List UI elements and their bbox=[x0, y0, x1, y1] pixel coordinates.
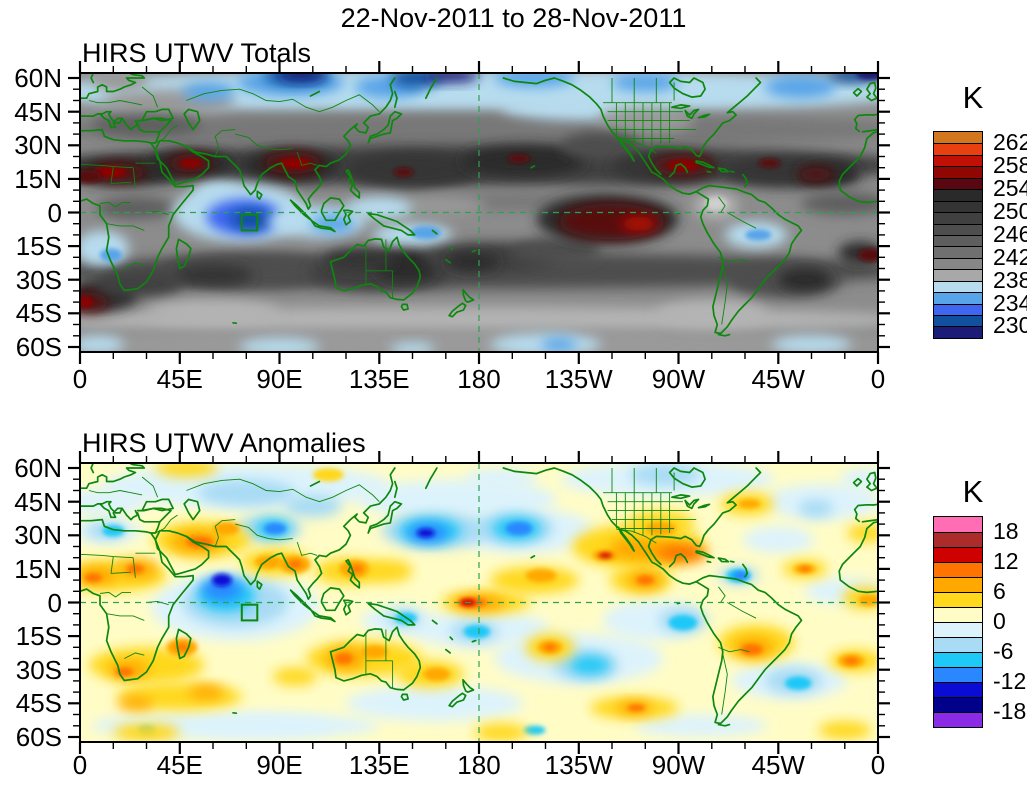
colorbar-tick-label: 238 bbox=[993, 266, 1027, 293]
colorbar-segment bbox=[934, 234, 982, 247]
colorbar-segment bbox=[934, 189, 982, 201]
colorbar-segment bbox=[934, 577, 982, 592]
lat-tick-label: 0 bbox=[47, 197, 62, 228]
colorbar-segment bbox=[934, 517, 982, 532]
lat-tick-label: 15N bbox=[14, 553, 62, 584]
colorbar-tick-label: 258 bbox=[993, 152, 1027, 179]
lon-tick-label: 135E bbox=[348, 750, 410, 780]
colorbar-tick-label: 230 bbox=[993, 312, 1027, 339]
lon-tick-label: 45W bbox=[751, 364, 805, 394]
lon-tick-label: 180 bbox=[457, 364, 501, 394]
colorbar-segment bbox=[934, 200, 982, 213]
lon-tick-label: 135W bbox=[544, 364, 613, 394]
colorbar-segment bbox=[934, 257, 982, 270]
colorbar-segment bbox=[934, 132, 982, 144]
lat-tick-label: 45S bbox=[15, 298, 62, 329]
lat-tick-label: 30N bbox=[14, 130, 62, 161]
colorbar-segment bbox=[934, 532, 982, 547]
anomalies-colorbar-scale bbox=[933, 516, 983, 728]
colorbar-segment bbox=[934, 212, 982, 224]
colorbar-segment bbox=[934, 154, 982, 167]
colorbar-segment bbox=[934, 547, 982, 562]
lat-tick-label: 60S bbox=[15, 331, 62, 362]
lat-tick-label: 60N bbox=[14, 453, 62, 484]
colorbar-segment bbox=[934, 143, 982, 155]
lat-tick-label: 45N bbox=[14, 96, 62, 127]
colorbar-tick-label: 234 bbox=[993, 289, 1027, 316]
lon-tick-label: 0 bbox=[72, 750, 88, 780]
colorbar-segment bbox=[934, 326, 982, 338]
colorbar-segment bbox=[934, 315, 982, 327]
colorbar-tick-label: -18 bbox=[993, 698, 1027, 724]
lon-tick-label: 90W bbox=[651, 364, 706, 394]
lat-tick-label: 60S bbox=[15, 721, 62, 752]
colorbar-segment bbox=[934, 177, 982, 190]
colorbar-segment bbox=[934, 562, 982, 577]
colorbar-segment bbox=[934, 223, 982, 235]
colorbar-tick-label: 12 bbox=[993, 548, 1019, 574]
colorbar-segment bbox=[934, 292, 982, 304]
colorbar-tick-label: 18 bbox=[993, 518, 1019, 544]
lat-tick-label: 30S bbox=[15, 264, 62, 295]
colorbar-segment bbox=[934, 246, 982, 258]
lon-tick-label: 45E bbox=[156, 364, 203, 394]
colorbar-segment bbox=[934, 652, 982, 667]
lon-tick-label: 90E bbox=[256, 364, 303, 394]
colorbar-segment bbox=[934, 166, 982, 178]
totals-colorbar-scale bbox=[933, 131, 983, 339]
colorbar-tick-label: 250 bbox=[993, 198, 1027, 225]
lat-tick-label: 15S bbox=[15, 621, 62, 652]
colorbar-segment bbox=[934, 303, 982, 315]
colorbar-tick-label: 242 bbox=[993, 243, 1027, 270]
totals-map bbox=[68, 61, 890, 364]
lat-tick-label: 45S bbox=[15, 688, 62, 719]
colorbar-segment bbox=[934, 637, 982, 652]
colorbar-tick-label: 246 bbox=[993, 220, 1027, 247]
colorbar-tick-label: 262 bbox=[993, 129, 1027, 156]
lon-tick-label: 135E bbox=[348, 364, 410, 394]
colorbar-segment bbox=[934, 682, 982, 697]
colorbar-segment bbox=[934, 607, 982, 622]
lon-tick-label: 45W bbox=[751, 750, 805, 780]
lon-tick-label: 0 bbox=[72, 364, 88, 394]
colorbar-tick-label: -12 bbox=[993, 668, 1027, 694]
lon-tick-label: 0 bbox=[870, 750, 886, 780]
lon-tick-label: 0 bbox=[870, 364, 886, 394]
lat-tick-label: 60N bbox=[14, 63, 62, 94]
colorbar-segment bbox=[934, 280, 982, 293]
colorbar-tick-label: 254 bbox=[993, 175, 1027, 202]
panel-totals-title: HIRS UTWV Totals bbox=[82, 38, 312, 68]
lat-tick-label: 30S bbox=[15, 654, 62, 685]
lon-tick-label: 135W bbox=[544, 750, 613, 780]
colorbar-segment bbox=[934, 697, 982, 712]
colorbar-segment bbox=[934, 712, 982, 727]
lon-tick-label: 45E bbox=[156, 750, 203, 780]
anomalies-colorbar-units: K bbox=[962, 474, 984, 509]
anomalies-map bbox=[68, 451, 890, 754]
figure-title: 22-Nov-2011 to 28-Nov-2011 bbox=[340, 3, 687, 33]
colorbar-segment bbox=[934, 269, 982, 281]
colorbar-segment bbox=[934, 592, 982, 607]
totals-colorbar-units: K bbox=[962, 80, 984, 115]
lon-tick-label: 90W bbox=[651, 750, 706, 780]
lat-tick-label: 15S bbox=[15, 231, 62, 262]
panel-anomalies-title: HIRS UTWV Anomalies bbox=[82, 428, 366, 458]
colorbar-tick-label: 0 bbox=[993, 608, 1006, 634]
lat-tick-label: 0 bbox=[47, 587, 62, 618]
colorbar-tick-label: 6 bbox=[993, 578, 1006, 604]
lat-tick-label: 30N bbox=[14, 520, 62, 551]
lon-tick-label: 180 bbox=[457, 750, 501, 780]
lat-tick-label: 45N bbox=[14, 486, 62, 517]
colorbar-segment bbox=[934, 667, 982, 682]
lat-tick-label: 15N bbox=[14, 163, 62, 194]
colorbar-segment bbox=[934, 622, 982, 637]
lon-tick-label: 90E bbox=[256, 750, 303, 780]
colorbar-tick-label: -6 bbox=[993, 638, 1014, 664]
